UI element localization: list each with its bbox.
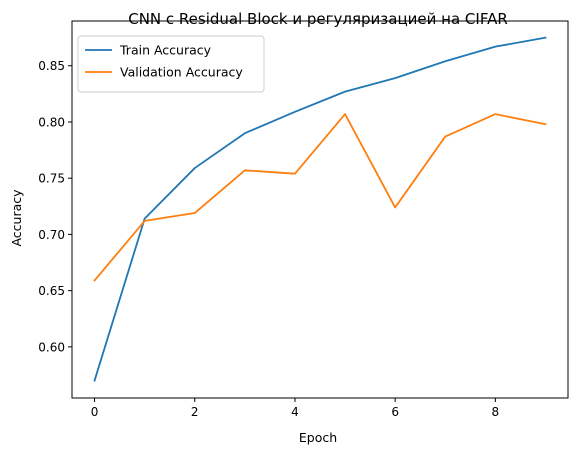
x-tick-label: 4 bbox=[291, 405, 299, 419]
data-point bbox=[343, 90, 347, 94]
data-point bbox=[243, 168, 247, 172]
y-tick-label: 0.65 bbox=[38, 284, 65, 298]
plot-frame bbox=[71, 20, 569, 399]
data-point bbox=[393, 205, 397, 209]
chart-title: CNN с Residual Block и регуляризацией на… bbox=[128, 10, 508, 28]
data-point bbox=[543, 122, 547, 126]
y-axis-label: Accuracy bbox=[9, 189, 24, 247]
data-point bbox=[193, 211, 197, 215]
data-point bbox=[493, 112, 497, 116]
data-point bbox=[93, 279, 97, 283]
data-point bbox=[343, 112, 347, 116]
x-tick-label: 2 bbox=[191, 405, 199, 419]
data-point bbox=[293, 172, 297, 176]
y-axis: 0.60 0.65 0.70 0.75 0.80 0.85 bbox=[38, 59, 72, 354]
y-tick-label: 0.85 bbox=[38, 59, 65, 73]
data-point bbox=[293, 110, 297, 114]
data-point bbox=[393, 76, 397, 80]
x-tick-label: 0 bbox=[91, 405, 99, 419]
x-tick-label: 8 bbox=[492, 405, 500, 419]
legend: Train Accuracy Validation Accuracy bbox=[77, 35, 265, 93]
series-line-0 bbox=[93, 36, 547, 382]
x-axis: 0 2 4 6 8 bbox=[91, 398, 499, 419]
data-point bbox=[443, 59, 447, 63]
legend-label: Train Accuracy bbox=[119, 43, 212, 58]
legend-box bbox=[77, 35, 265, 93]
y-tick-label: 0.60 bbox=[38, 340, 65, 354]
x-axis-label: Epoch bbox=[299, 430, 337, 445]
data-point bbox=[143, 219, 147, 223]
data-point bbox=[93, 379, 97, 383]
data-point bbox=[243, 131, 247, 135]
y-tick-label: 0.70 bbox=[38, 228, 65, 242]
y-tick-label: 0.80 bbox=[38, 115, 65, 129]
series-layer bbox=[93, 36, 547, 383]
x-tick-label: 6 bbox=[391, 405, 399, 419]
y-tick-label: 0.75 bbox=[38, 172, 65, 186]
data-point bbox=[443, 135, 447, 139]
data-point bbox=[493, 45, 497, 49]
data-point bbox=[543, 36, 547, 40]
series-line-1 bbox=[93, 113, 547, 282]
data-point bbox=[193, 166, 197, 170]
legend-label: Validation Accuracy bbox=[120, 65, 243, 80]
